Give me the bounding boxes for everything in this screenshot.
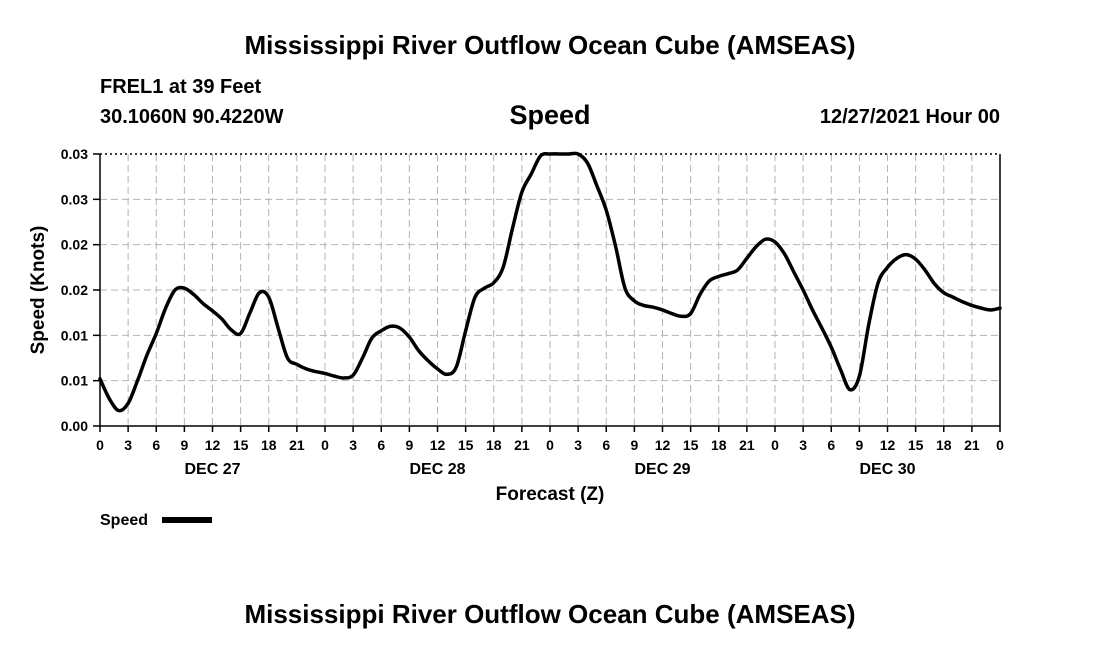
x-axis-label: Forecast (Z) [496,484,605,505]
x-tick-label: 15 [233,437,249,453]
y-tick-label: 0.03 [61,146,88,162]
x-tick-label: 0 [321,437,329,453]
x-tick-label: 0 [996,437,1004,453]
x-tick-label: 15 [908,437,924,453]
y-tick-label: 0.03 [61,191,88,207]
station-label: FREL1 at 39 Feet [100,76,262,98]
x-tick-label: 9 [180,437,188,453]
x-tick-label: 9 [630,437,638,453]
x-tick-label: 3 [349,437,357,453]
day-label: DEC 30 [859,461,915,478]
chart-title: Speed [509,100,591,130]
forecast-datetime: 12/27/2021 Hour 00 [819,106,1000,128]
y-axis-ticks: 0.00 0.01 0.01 0.02 0.02 0.03 0.03 [61,146,100,434]
x-tick-label: 3 [574,437,582,453]
x-tick-label: 15 [683,437,699,453]
y-tick-label: 0.02 [61,282,88,298]
y-tick-label: 0.00 [61,418,88,434]
day-label: DEC 28 [409,461,465,478]
x-tick-label: 6 [602,437,610,453]
grid-lines [100,154,1000,426]
x-tick-label: 3 [799,437,807,453]
legend-label: Speed [100,512,148,529]
x-tick-label: 15 [458,437,474,453]
y-tick-label: 0.01 [61,327,88,343]
x-tick-label: 12 [430,437,446,453]
x-tick-label: 0 [546,437,554,453]
legend: Speed [100,512,212,529]
x-tick-label: 0 [96,437,104,453]
day-labels: DEC 27 DEC 28 DEC 29 DEC 30 [184,461,915,478]
x-tick-label: 21 [514,437,530,453]
page-title: Mississippi River Outflow Ocean Cube (AM… [244,30,856,60]
x-tick-label: 6 [827,437,835,453]
footer-title: Mississippi River Outflow Ocean Cube (AM… [244,599,856,629]
x-tick-label: 12 [205,437,221,453]
x-tick-label: 12 [655,437,671,453]
x-tick-label: 21 [964,437,980,453]
station-coordinates: 30.1060N 90.4220W [100,106,284,128]
y-tick-label: 0.01 [61,373,88,389]
x-axis-ticks: 0 3 6 9 12 15 18 21 0 3 6 9 12 15 18 21 0 3 6 9 12 15 18 21 0 3 6 9… [96,426,1004,453]
x-tick-label: 6 [152,437,160,453]
x-tick-label: 18 [261,437,277,453]
x-tick-label: 21 [289,437,305,453]
x-tick-label: 9 [855,437,863,453]
x-tick-label: 0 [771,437,779,453]
y-tick-label: 0.02 [61,237,88,253]
x-tick-label: 9 [405,437,413,453]
series-line-speed [98,151,1002,413]
y-axis-label: Speed (Knots) [28,226,49,355]
day-label: DEC 27 [184,461,240,478]
day-label: DEC 29 [634,461,690,478]
x-tick-label: 21 [739,437,755,453]
series-group [98,151,1002,413]
x-tick-label: 18 [711,437,727,453]
x-tick-label: 6 [377,437,385,453]
x-tick-label: 12 [880,437,896,453]
x-tick-label: 18 [936,437,952,453]
x-tick-label: 3 [124,437,132,453]
x-tick-label: 18 [486,437,502,453]
